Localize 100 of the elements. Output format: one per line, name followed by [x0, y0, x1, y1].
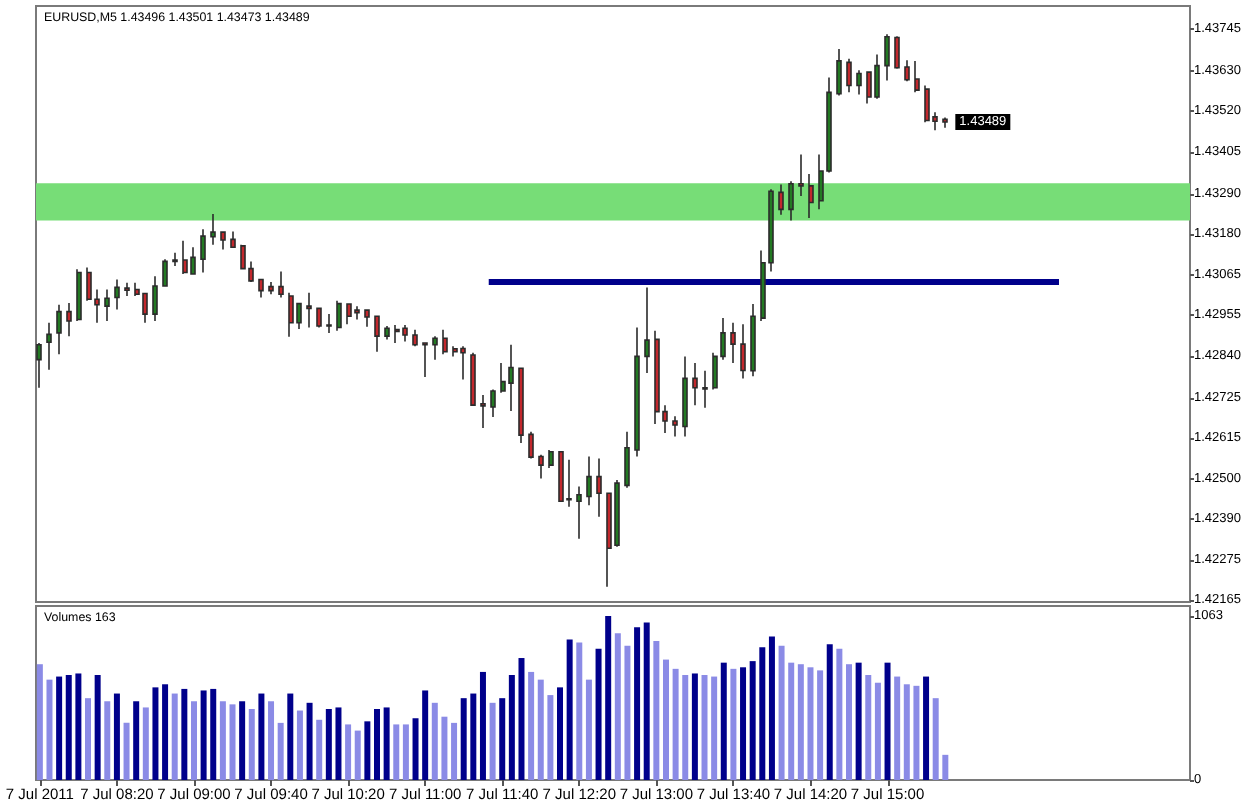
bar [768, 636, 775, 780]
bar [576, 642, 583, 780]
candlestick [874, 53, 880, 100]
bar [190, 701, 197, 780]
candlestick [288, 292, 294, 338]
candlestick [798, 153, 804, 197]
candlestick [856, 69, 862, 96]
candlestick [306, 292, 312, 329]
bar [691, 673, 698, 780]
candlestick [200, 228, 206, 274]
bar [894, 676, 901, 780]
bar [296, 710, 303, 780]
candlestick [490, 388, 496, 418]
candlestick [884, 33, 890, 82]
candlestick [788, 180, 794, 222]
bar [162, 684, 169, 780]
candlestick [182, 239, 188, 275]
candlestick [846, 57, 852, 94]
candlestick [190, 246, 196, 275]
bar [306, 702, 313, 780]
bar [171, 693, 178, 780]
bar [740, 667, 747, 780]
candlestick [384, 325, 390, 341]
candlestick [644, 286, 650, 374]
candlestick [924, 84, 930, 124]
candlestick [402, 324, 408, 343]
bar [56, 676, 63, 780]
candlestick [634, 326, 640, 458]
candlestick [66, 302, 72, 337]
candlestick [836, 48, 842, 97]
bar [123, 722, 130, 780]
candlestick [346, 303, 352, 326]
bar [489, 702, 496, 780]
candlestick [220, 230, 226, 251]
candlestick [152, 275, 158, 322]
candlestick [566, 458, 572, 508]
bar [923, 676, 930, 780]
candlestick [36, 342, 42, 389]
candlestick [104, 288, 110, 322]
candlestick [432, 335, 438, 361]
candlestick [460, 345, 466, 381]
candlestick [210, 213, 216, 246]
candlestick [442, 328, 448, 356]
candlestick [56, 303, 62, 356]
candlestick [682, 355, 688, 438]
candlestick [268, 281, 274, 296]
bar [836, 648, 843, 780]
bar [451, 722, 458, 780]
bar [268, 701, 275, 780]
candlestick [558, 450, 564, 503]
candlestick [374, 315, 380, 353]
candlestick [258, 278, 264, 299]
bar [85, 698, 92, 780]
candlestick [576, 485, 582, 540]
candlestick [278, 270, 284, 299]
candlestick [422, 342, 428, 378]
candlestick [654, 329, 660, 425]
bar [720, 662, 727, 780]
candlestick [942, 116, 948, 129]
candlestick [808, 173, 814, 219]
bar [874, 682, 881, 780]
bar [865, 675, 872, 780]
candlestick [518, 367, 524, 444]
candlestick [162, 258, 168, 287]
bar [884, 662, 891, 780]
bar [229, 704, 236, 780]
candlestick [778, 183, 784, 216]
bar [354, 730, 361, 780]
bar [528, 671, 535, 780]
candlestick [692, 362, 698, 406]
candlestick [894, 35, 900, 70]
bar [817, 670, 824, 780]
candlestick [914, 60, 920, 94]
bar [846, 664, 852, 780]
candlestick [316, 307, 322, 329]
bar [277, 722, 284, 780]
candlestick [538, 453, 544, 480]
bar [855, 662, 862, 780]
bar [113, 693, 120, 780]
bar [374, 708, 380, 780]
bar [499, 698, 506, 780]
candlestick [904, 59, 910, 82]
candlestick [480, 394, 486, 429]
bar [402, 724, 409, 780]
candlestick [672, 415, 678, 438]
bar [585, 679, 592, 780]
bar [345, 724, 352, 780]
candlestick [470, 351, 476, 406]
bar [133, 701, 140, 780]
candlestick [354, 305, 360, 321]
bar [557, 687, 564, 780]
candlestick [730, 321, 736, 364]
candlestick [412, 328, 418, 348]
bar [662, 659, 669, 780]
bar [479, 671, 486, 780]
bar [383, 707, 390, 780]
candlestick [114, 278, 120, 311]
bar [152, 687, 159, 780]
bar [104, 701, 111, 780]
bar [142, 707, 149, 780]
